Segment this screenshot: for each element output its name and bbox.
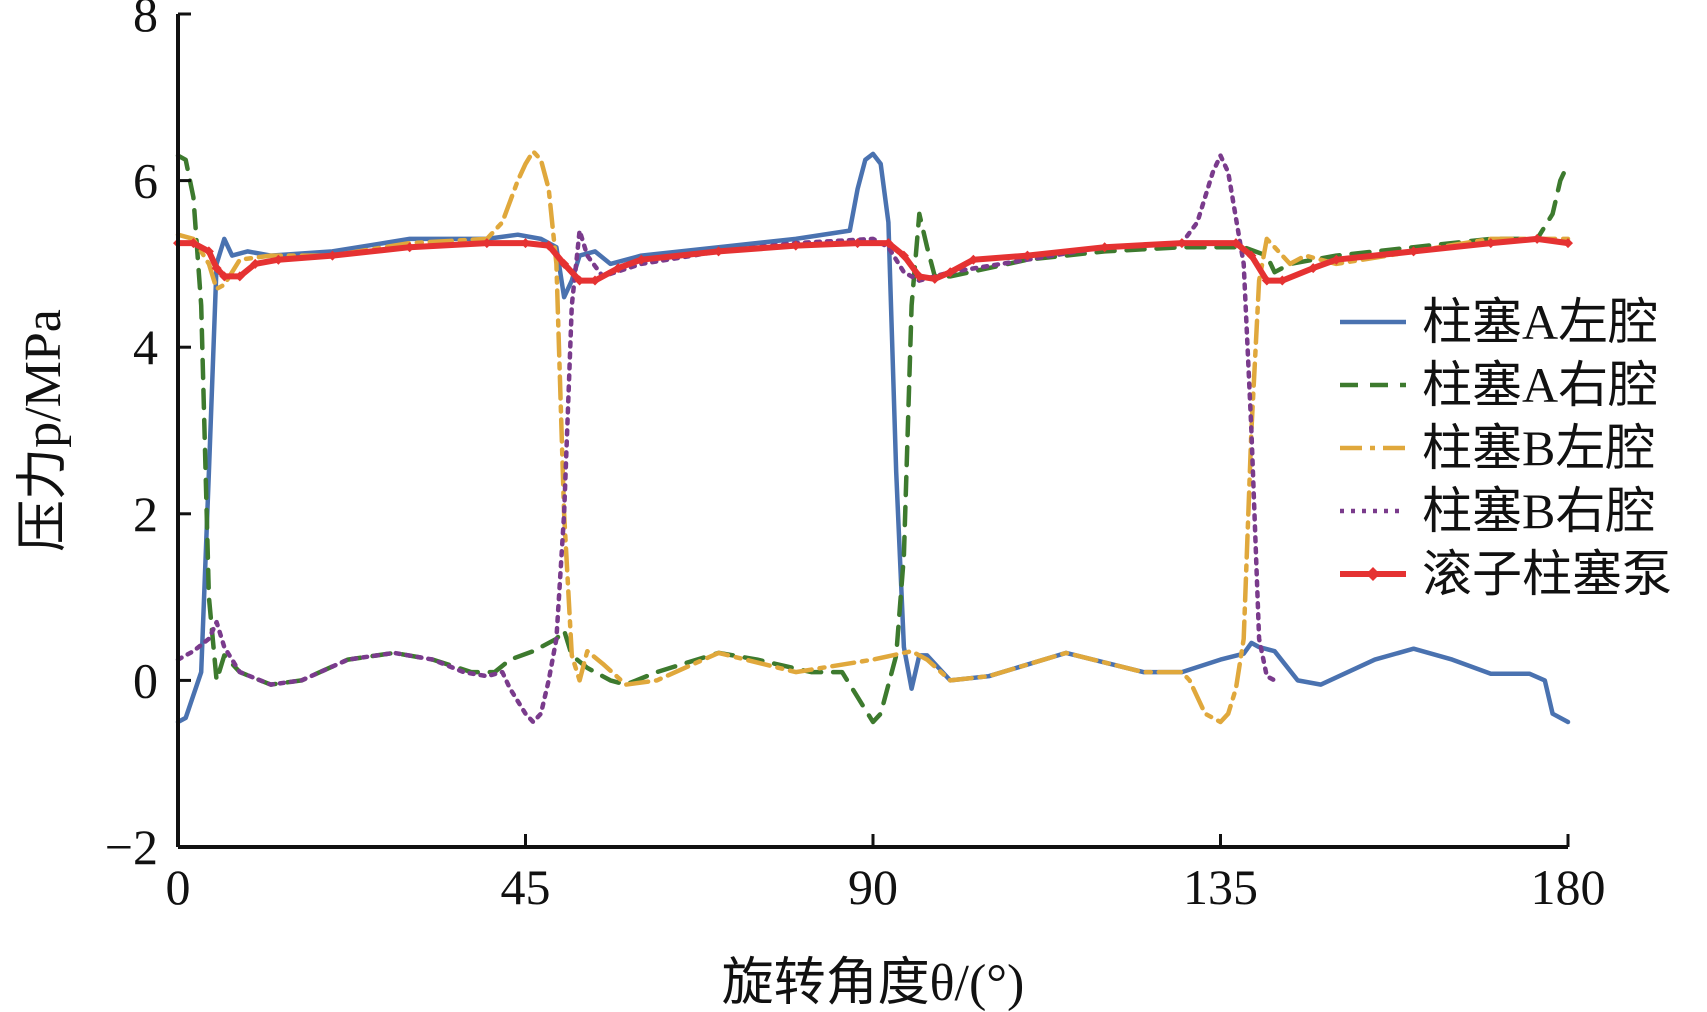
y-tick-label: 6 [133, 153, 158, 209]
series-marker [929, 273, 940, 284]
series-marker [883, 238, 894, 249]
series-marker [250, 258, 261, 269]
legend-label: 柱塞B右腔 [1422, 483, 1655, 539]
x-axis-label: 旋转角度θ/(°) [722, 955, 1025, 1012]
x-tick-label: 45 [501, 859, 551, 915]
series-line-2 [175, 153, 1571, 725]
x-tick-label: 180 [1531, 859, 1606, 915]
series-marker [1308, 263, 1319, 274]
series-marker [713, 246, 724, 257]
series-marker [1563, 238, 1573, 249]
series-marker [219, 271, 230, 282]
series-marker [1261, 275, 1272, 286]
series-marker [1532, 233, 1543, 244]
series-marker [1408, 246, 1419, 257]
y-tick-label: 2 [133, 486, 158, 542]
series-marker [590, 275, 600, 286]
series-marker [520, 238, 531, 249]
series-marker [559, 258, 570, 269]
x-tick-label: 0 [166, 859, 191, 915]
series-line-4 [175, 153, 1277, 725]
x-tick-label: 135 [1183, 859, 1258, 915]
series-marker [1277, 275, 1288, 286]
series-marker [404, 242, 415, 253]
series-marker [203, 246, 214, 257]
series-marker [481, 238, 492, 249]
series-marker [1022, 250, 1033, 261]
series-marker [914, 271, 925, 282]
legend-label: 柱塞A左腔 [1422, 294, 1658, 350]
legend-label: 滚子柱塞泵 [1422, 546, 1672, 602]
series-marker [1331, 254, 1342, 265]
y-axis-label: 压力p/MPa [15, 309, 72, 552]
series-marker [574, 275, 585, 286]
y-tick-label: 8 [133, 0, 158, 42]
series-marker [636, 254, 647, 265]
series-marker [1246, 250, 1257, 261]
legend-label: 柱塞A右腔 [1422, 357, 1658, 413]
series-marker [273, 254, 284, 265]
legend-marker [1366, 567, 1380, 581]
y-tick-label: 4 [133, 319, 158, 375]
series-marker [188, 238, 199, 249]
series-marker [790, 240, 801, 251]
y-tick-label: 0 [133, 652, 158, 708]
series-marker [1230, 238, 1241, 249]
series-marker [968, 254, 979, 265]
series-marker [945, 267, 956, 278]
series-marker [234, 271, 245, 282]
series-marker [1099, 242, 1110, 253]
y-tick-label: −2 [105, 819, 158, 875]
series-marker [543, 240, 554, 251]
series-marker [327, 250, 338, 261]
series-marker [1485, 238, 1496, 249]
series-marker [613, 263, 624, 274]
series-line-5 [175, 235, 1571, 284]
series-marker [1176, 238, 1187, 249]
series-marker [898, 250, 909, 261]
series-marker [211, 263, 222, 274]
series-marker [852, 238, 863, 249]
legend-label: 柱塞B左腔 [1422, 420, 1655, 476]
x-tick-label: 90 [848, 859, 898, 915]
series-line-1 [175, 151, 1571, 725]
series-layer [173, 149, 1573, 725]
series-line-3 [175, 149, 1571, 725]
